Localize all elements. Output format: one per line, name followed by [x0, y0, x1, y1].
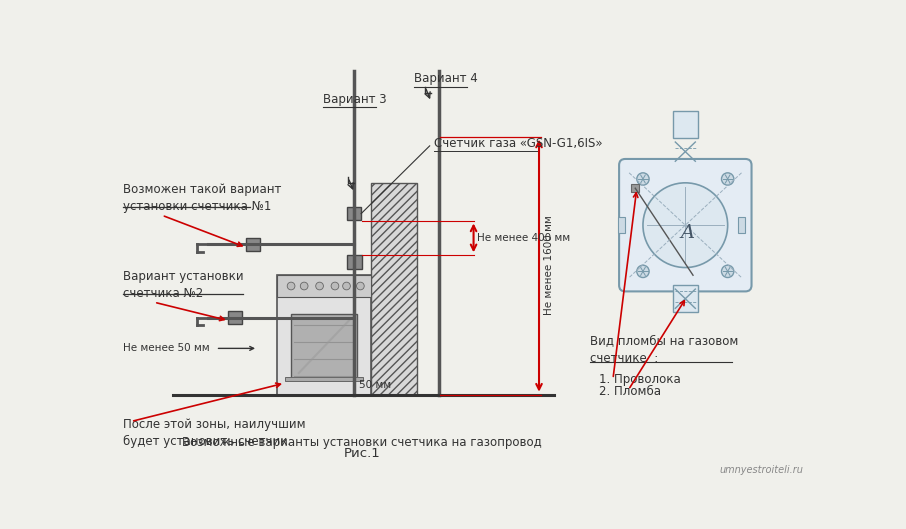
Text: 1. Проволока: 1. Проволока: [599, 373, 680, 386]
Bar: [347, 207, 361, 220]
Bar: [346, 255, 361, 269]
Bar: [228, 312, 242, 324]
Bar: [673, 285, 698, 312]
Text: Счетчик газа «GSN-G1,6IS»: Счетчик газа «GSN-G1,6IS»: [434, 136, 602, 150]
Text: Вариант 4: Вариант 4: [414, 72, 478, 85]
Bar: [277, 275, 371, 297]
Bar: [277, 275, 371, 395]
Circle shape: [637, 265, 649, 278]
Text: Не менее 50 мм: Не менее 50 мм: [123, 343, 210, 353]
Text: Не менее 1600 мм: Не менее 1600 мм: [544, 216, 554, 315]
Circle shape: [721, 173, 734, 185]
Text: Вариант установки
счетчика №2: Вариант установки счетчика №2: [123, 270, 244, 300]
Bar: [371, 183, 418, 395]
Text: Возможен такой вариант
установки счетчика №1: Возможен такой вариант установки счетчик…: [123, 183, 282, 213]
Circle shape: [287, 282, 295, 290]
Text: Вид пломбы на газовом
счетчике  :: Вид пломбы на газовом счетчике :: [590, 334, 738, 364]
Text: 2. Пломба: 2. Пломба: [599, 385, 661, 398]
Bar: [631, 185, 639, 192]
Text: A: A: [680, 224, 695, 242]
Circle shape: [315, 282, 323, 290]
Circle shape: [331, 282, 339, 290]
Text: Возможные варианты установки счетчика на газопровод: Возможные варианты установки счетчика на…: [182, 436, 542, 449]
Text: Рис.1: Рис.1: [343, 447, 381, 460]
Text: Не менее 400 мм: Не менее 400 мм: [477, 233, 570, 243]
Circle shape: [721, 265, 734, 278]
Text: После этой зоны, наилучшим
будет установить счетчик.: После этой зоны, наилучшим будет установ…: [123, 418, 306, 448]
Bar: [618, 217, 625, 233]
Bar: [673, 111, 698, 138]
Bar: [737, 217, 746, 233]
Circle shape: [300, 282, 308, 290]
FancyBboxPatch shape: [619, 159, 752, 291]
Text: 50 мм: 50 мм: [359, 380, 391, 390]
Circle shape: [643, 183, 728, 268]
Bar: [291, 314, 357, 379]
Bar: [246, 238, 259, 251]
Bar: [284, 377, 363, 381]
Text: umnyestroiteli.ru: umnyestroiteli.ru: [719, 466, 803, 476]
Circle shape: [357, 282, 364, 290]
Text: Вариант 3: Вариант 3: [323, 93, 387, 106]
Circle shape: [637, 173, 649, 185]
Circle shape: [342, 282, 351, 290]
